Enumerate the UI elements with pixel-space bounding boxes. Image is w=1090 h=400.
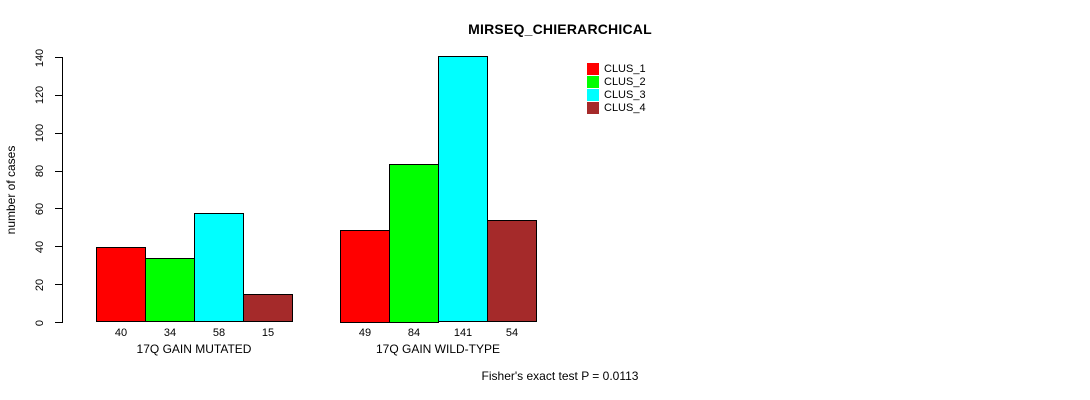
bar-clus_1 bbox=[96, 246, 146, 323]
legend-swatch-clus_1 bbox=[587, 63, 599, 75]
bar-clus_3 bbox=[438, 55, 488, 323]
bar-value-label: 84 bbox=[407, 327, 421, 339]
y-axis-tick bbox=[55, 57, 62, 58]
y-tick-label: 20 bbox=[34, 278, 46, 291]
bar-value-label: 54 bbox=[505, 327, 519, 339]
legend-item: CLUS_2 bbox=[587, 76, 646, 88]
chart-title: MIRSEQ_CHIERARCHICAL bbox=[468, 21, 652, 37]
category-label: 17Q GAIN MUTATED bbox=[136, 342, 252, 356]
y-tick-label: 40 bbox=[34, 240, 46, 253]
y-tick-label: 100 bbox=[34, 124, 46, 143]
legend-label: CLUS_3 bbox=[604, 89, 646, 101]
legend-label: CLUS_1 bbox=[604, 63, 646, 75]
y-axis-tick bbox=[55, 322, 62, 323]
y-axis-tick bbox=[55, 132, 62, 134]
legend-swatch-clus_3 bbox=[587, 89, 599, 101]
y-axis-tick bbox=[55, 246, 62, 248]
y-tick-label: 120 bbox=[34, 86, 46, 105]
legend-item: CLUS_4 bbox=[587, 102, 646, 114]
fisher-test-note: Fisher's exact test P = 0.0113 bbox=[481, 369, 639, 383]
bar-value-label: 15 bbox=[261, 327, 275, 339]
bar-value-label: 34 bbox=[163, 327, 177, 339]
legend-item: CLUS_1 bbox=[587, 63, 646, 75]
y-axis-tick bbox=[55, 284, 62, 286]
bar-clus_2 bbox=[389, 163, 439, 323]
legend-swatch-clus_2 bbox=[587, 76, 599, 88]
y-axis-tick bbox=[55, 94, 62, 96]
legend-item: CLUS_3 bbox=[587, 89, 646, 101]
y-axis-label: number of cases bbox=[4, 145, 18, 235]
bar-clus_1 bbox=[340, 229, 390, 323]
legend: CLUS_1 CLUS_2 CLUS_3 CLUS_4 bbox=[587, 63, 646, 115]
bar-clus_4 bbox=[243, 294, 293, 323]
bar-clus_4 bbox=[487, 220, 537, 323]
legend-swatch-clus_4 bbox=[587, 102, 599, 114]
y-tick-label: 80 bbox=[34, 164, 46, 178]
legend-label: CLUS_2 bbox=[604, 76, 646, 88]
bar-clus_3 bbox=[194, 212, 244, 323]
bar-value-label: 141 bbox=[453, 327, 473, 339]
y-axis-line bbox=[62, 57, 63, 323]
category-label: 17Q GAIN WILD-TYPE bbox=[375, 342, 501, 356]
bar-clus_2 bbox=[145, 258, 195, 323]
bar-value-label: 58 bbox=[212, 327, 226, 339]
legend-label: CLUS_4 bbox=[604, 102, 646, 114]
y-tick-label: 60 bbox=[34, 202, 46, 216]
bar-value-label: 40 bbox=[114, 327, 128, 339]
y-axis-tick bbox=[55, 208, 62, 210]
y-axis-tick bbox=[55, 170, 62, 172]
bar-value-label: 49 bbox=[358, 327, 372, 339]
y-tick-label: 0 bbox=[34, 319, 46, 326]
y-tick-label: 140 bbox=[34, 48, 46, 67]
